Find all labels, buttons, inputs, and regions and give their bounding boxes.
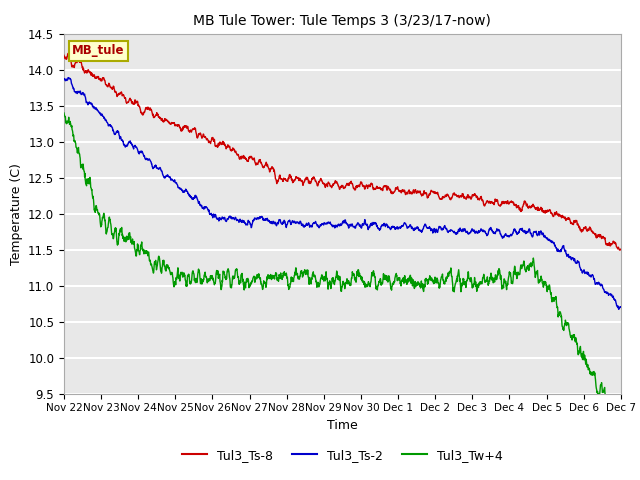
- Text: MB_tule: MB_tule: [72, 44, 125, 58]
- X-axis label: Time: Time: [327, 419, 358, 432]
- Y-axis label: Temperature (C): Temperature (C): [10, 163, 22, 264]
- Legend: Tul3_Ts-8, Tul3_Ts-2, Tul3_Tw+4: Tul3_Ts-8, Tul3_Ts-2, Tul3_Tw+4: [177, 444, 508, 467]
- Title: MB Tule Tower: Tule Temps 3 (3/23/17-now): MB Tule Tower: Tule Temps 3 (3/23/17-now…: [193, 14, 492, 28]
